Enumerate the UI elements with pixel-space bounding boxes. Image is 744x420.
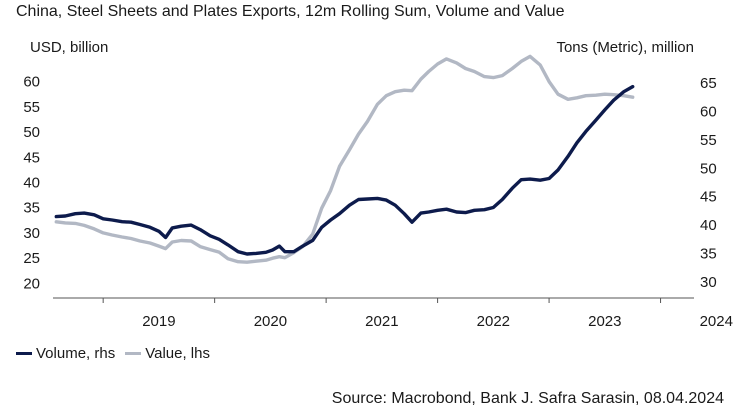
- left-tick-label: 35: [23, 200, 40, 217]
- series-line-value: [54, 54, 635, 264]
- legend-item-volume: Volume, rhs: [16, 345, 115, 362]
- x-tick-label: 2024: [700, 313, 733, 330]
- right-tick-label: 55: [700, 132, 717, 149]
- right-tick-label: 50: [700, 160, 717, 177]
- legend: Volume, rhs Value, lhs: [16, 345, 220, 362]
- left-tick-label: 25: [23, 250, 40, 267]
- right-tick-label: 60: [700, 104, 717, 121]
- legend-swatch-value: [125, 352, 142, 355]
- legend-label-value: Value, lhs: [145, 345, 210, 362]
- left-tick-label: 45: [23, 149, 40, 166]
- legend-item-value: Value, lhs: [125, 345, 210, 362]
- left-axis-unit: USD, billion: [30, 39, 109, 56]
- x-tick-label: 2020: [254, 313, 287, 330]
- x-tick-label: 2019: [142, 313, 175, 330]
- left-axis: 20 25 30 35 40 45 50 55 60: [23, 74, 40, 293]
- legend-label-volume: Volume, rhs: [36, 345, 116, 362]
- series-layer: [54, 54, 635, 264]
- right-tick-label: 45: [700, 189, 717, 206]
- source-note: Source: Macrobond, Bank J. Safra Sarasin…: [331, 390, 724, 407]
- right-tick-label: 30: [700, 274, 717, 291]
- legend-swatch-volume: [16, 352, 32, 355]
- left-tick-label: 30: [23, 225, 40, 242]
- right-tick-label: 40: [700, 217, 717, 234]
- x-tick-label: 2023: [588, 313, 621, 330]
- x-axis: 2019 2020 2021 2022 2023 2024: [53, 297, 733, 330]
- chart-title: China, Steel Sheets and Plates Exports, …: [16, 3, 565, 20]
- right-tick-label: 65: [700, 75, 717, 92]
- right-tick-label: 35: [700, 245, 717, 262]
- x-tick-label: 2021: [365, 313, 398, 330]
- right-axis: 30 35 40 45 50 55 60 65: [700, 75, 717, 291]
- left-tick-label: 40: [23, 175, 40, 192]
- series-line-volume: [54, 84, 635, 256]
- left-tick-label: 55: [23, 99, 40, 116]
- left-tick-label: 20: [23, 275, 40, 292]
- left-tick-label: 60: [23, 74, 40, 91]
- x-tick-label: 2022: [477, 313, 510, 330]
- left-tick-label: 50: [23, 124, 40, 141]
- right-axis-unit: Tons (Metric), million: [556, 39, 694, 56]
